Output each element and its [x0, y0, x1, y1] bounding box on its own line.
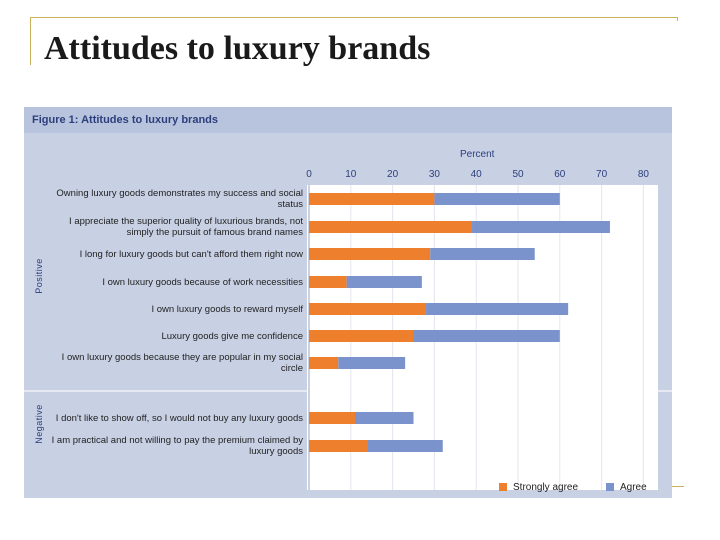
bar-strongly-agree [309, 357, 339, 369]
bar-agree [338, 357, 406, 369]
bar-agree [430, 248, 535, 260]
x-tick-label: 30 [429, 169, 441, 180]
bar-agree [413, 330, 560, 342]
top-decor-line [30, 17, 678, 18]
slide-title: Attitudes to luxury brands [44, 30, 431, 67]
category-label: I own luxury goods because they are popu… [61, 352, 303, 374]
category-label: I own luxury goods because of work neces… [102, 276, 303, 288]
x-tick-label: 10 [345, 169, 357, 180]
x-tick-label: 60 [554, 169, 566, 180]
legend-label-agree: Agree [620, 482, 647, 493]
category-label: I am practical and not willing to pay th… [51, 435, 303, 457]
category-label: I appreciate the superior quality of lux… [69, 216, 303, 238]
category-label: I don't like to show off, so I would not… [55, 412, 303, 424]
legend-label-strongly-agree: Strongly agree [513, 482, 579, 493]
x-tick-label: 80 [638, 169, 650, 180]
bar-chart-svg: 0 10 20 30 40 50 60 70 80 [306, 169, 650, 490]
bar-strongly-agree [309, 248, 431, 260]
bar-agree [426, 303, 569, 315]
figure-header: Figure 1: Attitudes to luxury brands [24, 107, 672, 133]
category-label: Luxury goods give me confidence [161, 330, 303, 342]
legend-agree: Agree [606, 482, 647, 493]
bar-strongly-agree [309, 221, 473, 233]
bar-strongly-agree [309, 440, 368, 452]
category-label: I long for luxury goods but can't afford… [79, 248, 303, 260]
legend-swatch-strongly-agree [499, 483, 507, 492]
bar-strongly-agree [309, 303, 427, 315]
bar-agree [434, 193, 560, 205]
x-axis-title: Percent [460, 149, 495, 160]
bar-agree [354, 412, 414, 424]
bar-strongly-agree [309, 276, 347, 288]
chart-figure: Figure 1: Attitudes to luxury brands Pos… [24, 107, 672, 498]
bar-agree [472, 221, 610, 233]
x-tick-label: 50 [512, 169, 524, 180]
corner-decor-line [672, 486, 684, 487]
category-label: Owning luxury goods demonstrates my succ… [56, 188, 303, 210]
bar-agree [346, 276, 422, 288]
x-tick-label: 20 [387, 169, 399, 180]
x-tick-label: 0 [306, 169, 312, 180]
bar-strongly-agree [309, 193, 435, 205]
category-label: I own luxury goods to reward myself [151, 303, 303, 315]
x-tick-label: 40 [471, 169, 483, 180]
chart-title: Figure 1: Attitudes to luxury brands [32, 114, 218, 126]
left-decor-line [30, 17, 31, 65]
bar-strongly-agree [309, 412, 355, 424]
right-decor-line [677, 17, 678, 21]
bar-strongly-agree [309, 330, 414, 342]
x-tick-label: 70 [596, 169, 608, 180]
bar-agree [367, 440, 443, 452]
legend-strongly-agree: Strongly agree [499, 482, 578, 493]
legend-swatch-agree [606, 483, 614, 492]
